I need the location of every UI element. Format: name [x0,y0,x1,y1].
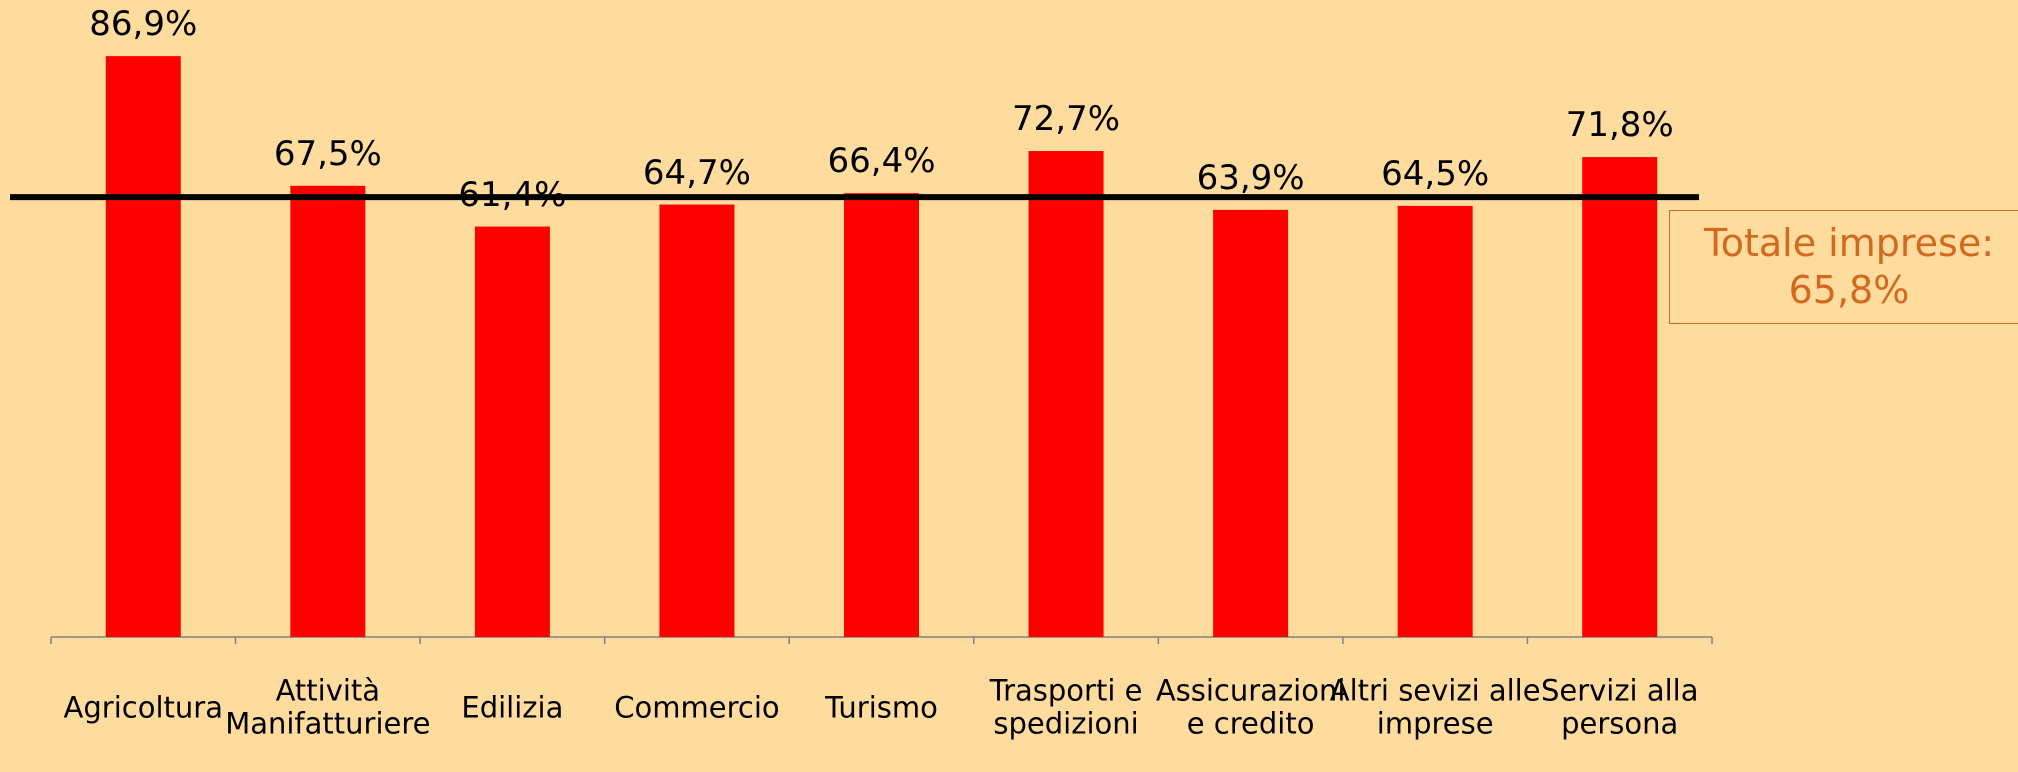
x-tick-label: Altri sevizi alle imprese [1330,675,1541,742]
bar [290,186,365,637]
x-tick-label: Commercio [614,691,779,724]
x-tick-label: Servizi alla persona [1541,675,1699,742]
bar [844,193,919,637]
value-label: 71,8% [1566,106,1674,145]
page: {"chart_data": {"type": "bar", "categori… [0,0,2018,772]
value-label: 86,9% [89,5,197,44]
bar [1582,157,1657,637]
bar [1213,210,1288,637]
bar [1398,206,1473,637]
bar [106,56,181,637]
bar [1029,151,1104,637]
value-label: 63,9% [1197,159,1305,198]
value-label: 61,4% [458,175,566,214]
value-label: 64,5% [1381,155,1489,194]
reference-label: Totale imprese: 65,8% [1669,210,2018,324]
bar [475,227,550,637]
value-label: 66,4% [827,142,935,181]
x-tick-label: Assicurazioni e credito [1156,675,1346,742]
chart [0,0,2018,772]
x-tick-label: Turismo [825,691,938,724]
x-tick-label: Edilizia [461,691,563,724]
value-label: 64,7% [643,153,751,192]
x-tick-label: Trasporti e spedizioni [990,675,1143,742]
x-tick-label: Attività Manifatturiere [225,675,430,742]
value-label: 67,5% [274,135,382,174]
x-tick-label: Agricoltura [64,691,223,724]
value-label: 72,7% [1012,100,1120,139]
bar [659,205,734,637]
